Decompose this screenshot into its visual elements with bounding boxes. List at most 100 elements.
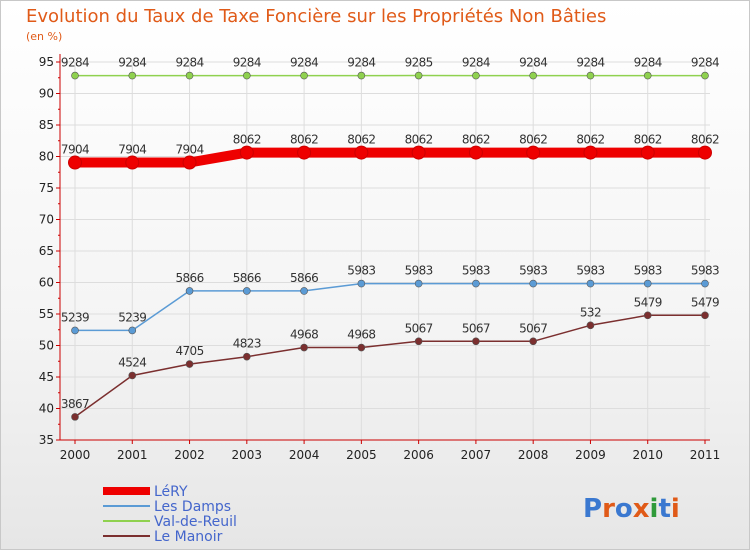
data-point — [414, 337, 423, 346]
data-point — [297, 145, 312, 160]
data-label: 9285 — [405, 56, 433, 70]
data-label: 4968 — [347, 328, 375, 342]
logo-letter: o — [615, 494, 633, 524]
data-label: 9284 — [175, 56, 203, 70]
proxiti-logo: Proxiti — [583, 494, 680, 524]
data-label: 5983 — [519, 264, 547, 278]
data-point — [300, 287, 308, 295]
data-point — [182, 155, 197, 170]
data-label: 8062 — [691, 133, 719, 147]
x-tick-label: 2006 — [403, 448, 434, 462]
logo-letter: P — [583, 494, 602, 524]
data-point — [71, 413, 79, 421]
y-tick-label: 95 — [39, 55, 54, 69]
data-label: 4524 — [118, 355, 146, 369]
x-tick-label: 2002 — [174, 448, 205, 462]
data-label: 5983 — [462, 264, 490, 278]
data-label: 8062 — [634, 133, 662, 147]
data-label: 5067 — [519, 321, 547, 335]
y-tick-label: 70 — [39, 213, 54, 227]
y-tick-label: 50 — [39, 339, 54, 353]
data-point — [643, 71, 652, 80]
data-label: 9284 — [691, 56, 719, 70]
x-tick-label: 2011 — [690, 448, 721, 462]
data-point — [414, 71, 423, 80]
data-label: 4823 — [233, 337, 261, 351]
data-label: 5866 — [233, 271, 261, 285]
y-tick-label: 90 — [39, 87, 54, 101]
data-label: 4705 — [175, 344, 203, 358]
logo-letter: t — [658, 494, 670, 524]
data-label: 5479 — [634, 295, 662, 309]
x-tick-label: 2007 — [461, 448, 492, 462]
data-label: 9284 — [519, 56, 547, 70]
data-point — [472, 71, 480, 80]
data-label: 8062 — [290, 133, 318, 147]
data-label: 5983 — [347, 264, 375, 278]
data-label: 4968 — [290, 328, 318, 342]
data-point — [643, 279, 652, 288]
data-point — [125, 155, 140, 170]
data-point — [185, 287, 194, 295]
data-point — [357, 343, 366, 352]
y-axis-unit: (en %) — [26, 30, 62, 43]
grid — [60, 61, 710, 441]
data-label: 532 — [580, 305, 601, 319]
data-label: 5479 — [691, 295, 719, 309]
data-point — [300, 343, 308, 352]
data-point — [414, 279, 423, 288]
legend-label: Le Manoir — [154, 529, 223, 545]
data-point — [354, 145, 369, 160]
data-point — [185, 71, 194, 80]
data-label: 9284 — [290, 56, 318, 70]
x-tick-label: 2009 — [575, 448, 606, 462]
data-point — [128, 71, 137, 80]
series-line-1 — [74, 282, 706, 332]
x-tick-label: 2010 — [632, 448, 663, 462]
data-point — [583, 145, 598, 160]
data-point — [243, 71, 251, 80]
y-tick-label: 35 — [39, 433, 54, 447]
y-tick-label: 60 — [39, 276, 54, 290]
data-label: 8062 — [462, 133, 490, 147]
series-lines — [70, 74, 710, 418]
data-point — [586, 279, 595, 288]
x-tick-label: 2000 — [60, 448, 91, 462]
data-label: 8062 — [347, 133, 375, 147]
legend-label: LéRY — [154, 484, 188, 500]
data-point — [68, 155, 82, 170]
data-point — [529, 337, 537, 346]
x-tick-label: 2004 — [289, 448, 320, 462]
data-label: 9284 — [347, 56, 375, 70]
data-point — [71, 326, 79, 335]
legend-label: Les Damps — [154, 499, 231, 515]
data-point — [701, 311, 709, 320]
data-point — [701, 279, 709, 288]
x-tick-label: 2008 — [518, 448, 549, 462]
data-labels: 9284 9284 9284 9284 9284 9284 9285 9284 9284 9284… — [61, 56, 720, 411]
data-point — [472, 337, 480, 346]
data-label: 9284 — [634, 56, 662, 70]
data-label: 8062 — [576, 133, 604, 147]
x-tick-label: 2005 — [346, 448, 377, 462]
data-label: 9284 — [61, 56, 89, 70]
data-point — [468, 145, 483, 160]
data-label: 5983 — [405, 264, 433, 278]
series-line-0 — [70, 147, 710, 168]
logo-letter: x — [633, 494, 650, 524]
data-point — [128, 371, 137, 380]
data-label: 5866 — [290, 271, 318, 285]
axes: 35 40 45 50 55 60 65 70 75 80 85 90 95 2000 2001 2002 20… — [39, 54, 721, 462]
data-point — [586, 321, 595, 330]
data-point — [357, 71, 366, 80]
data-point — [472, 279, 480, 288]
data-label: 5983 — [576, 264, 604, 278]
data-point — [586, 71, 595, 80]
data-point — [357, 279, 366, 288]
data-point — [243, 287, 251, 295]
legend-label: Val-de-Reuil — [154, 514, 237, 530]
data-label: 5983 — [634, 264, 662, 278]
data-point — [71, 71, 79, 80]
data-point — [300, 71, 308, 80]
